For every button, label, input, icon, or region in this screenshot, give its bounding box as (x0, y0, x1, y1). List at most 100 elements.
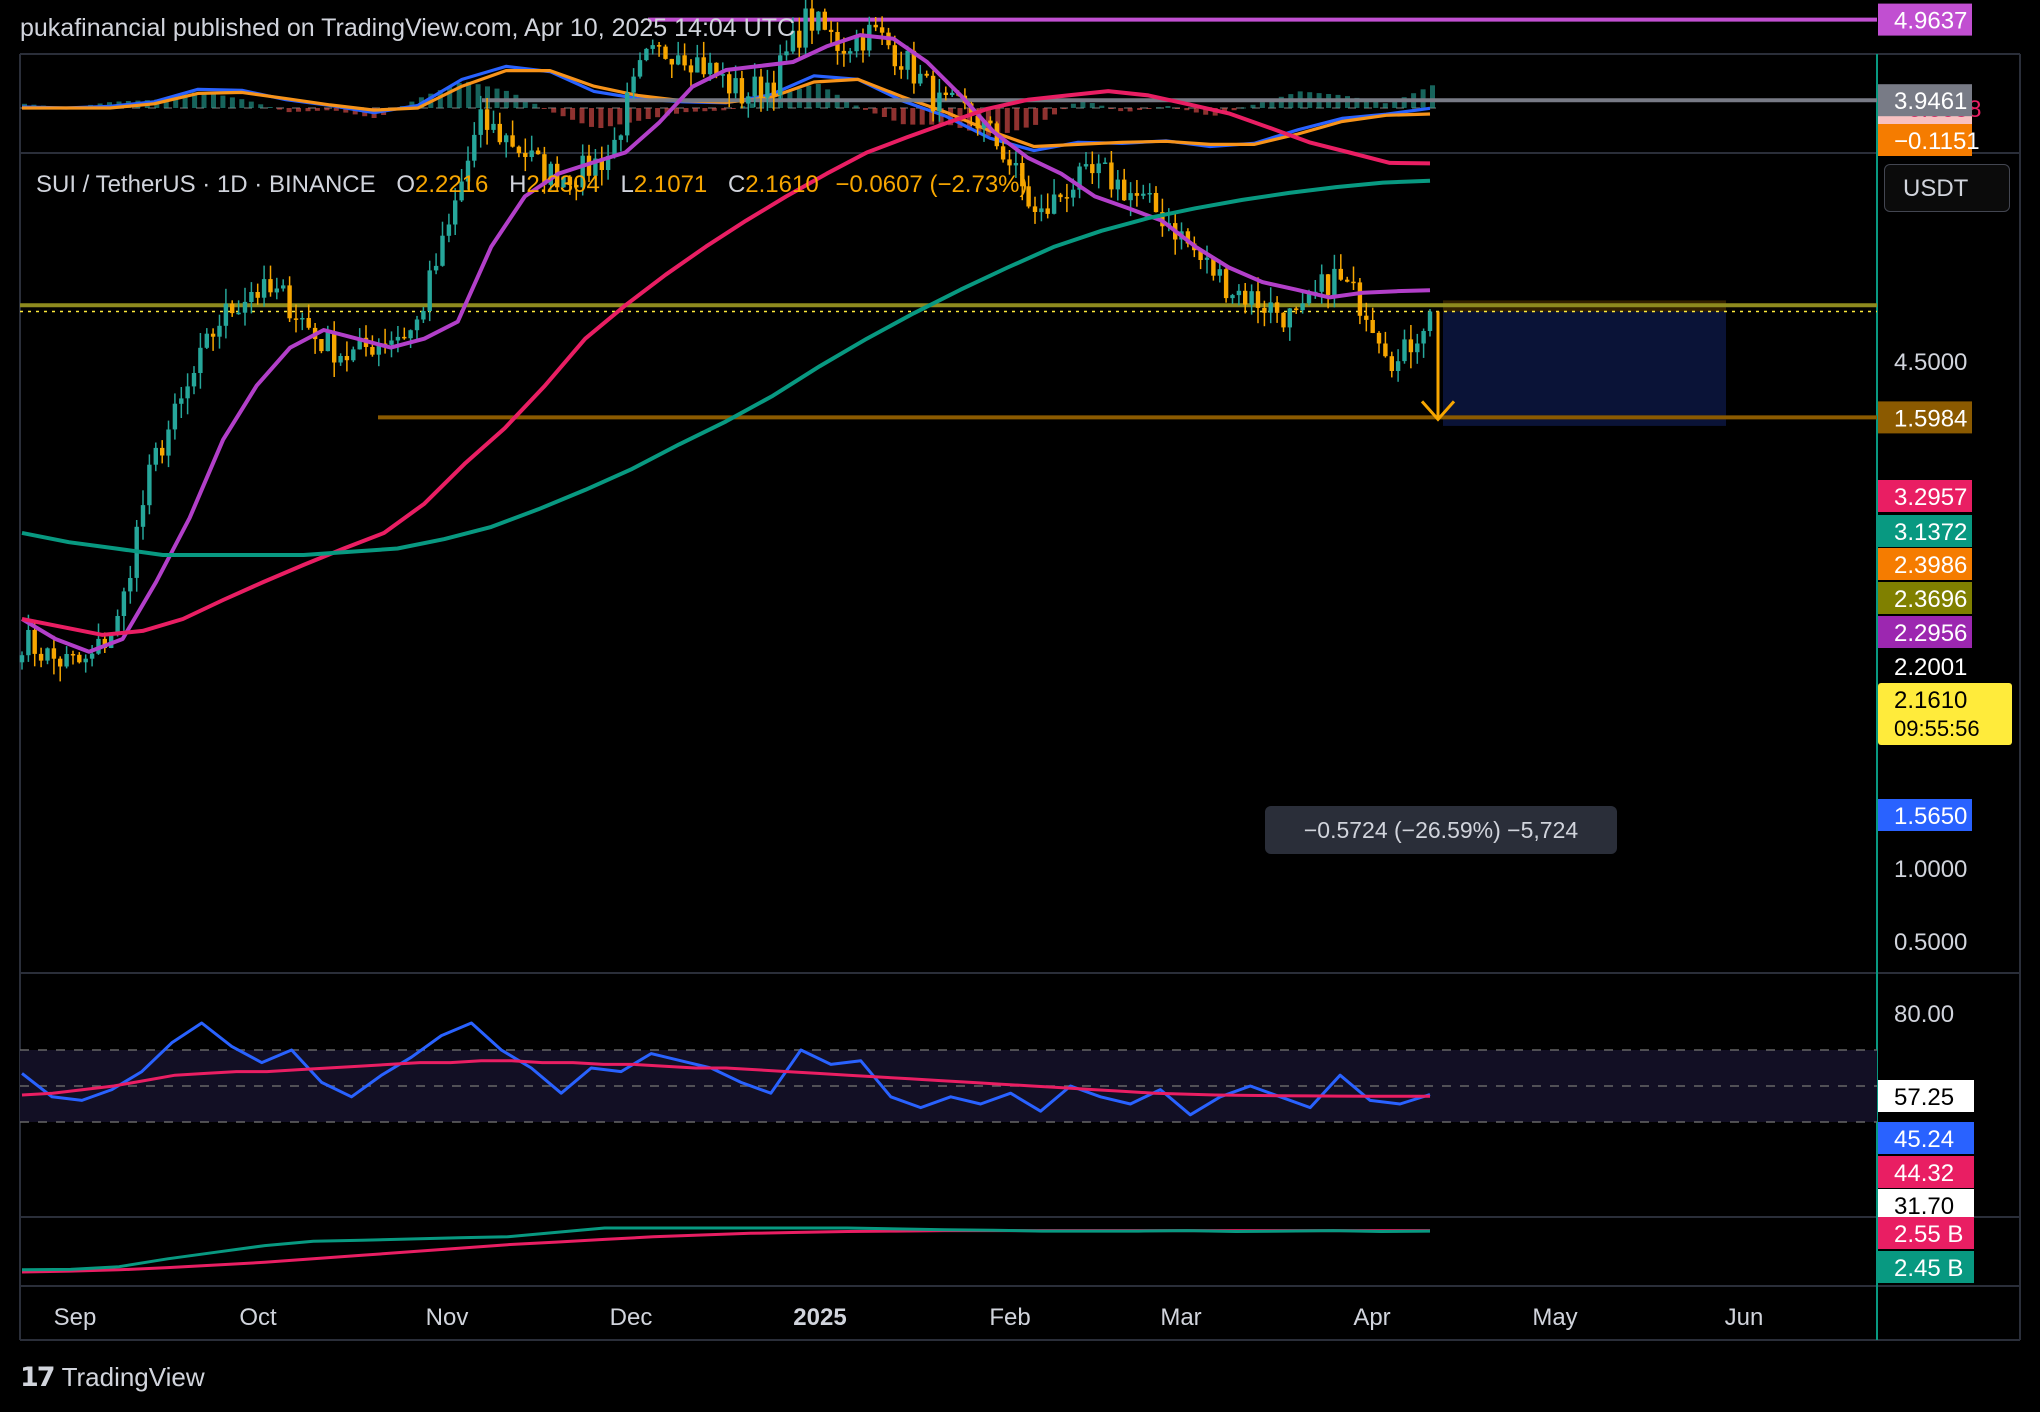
macd-histogram-bar (211, 93, 216, 108)
macd-histogram-bar (324, 108, 330, 111)
macd-histogram-bar (1231, 108, 1237, 111)
tradingview-logo[interactable]: 𝟭𝟳 TradingView (20, 1362, 205, 1393)
macd-histogram-bar (1354, 97, 1360, 108)
candle-body (1198, 250, 1203, 260)
level-label-1.5984: 1.5984 (1894, 405, 1967, 432)
macd-histogram-bar (286, 108, 292, 113)
macd-histogram-bar (1382, 103, 1388, 108)
rsi-label-57.25-bg (1878, 1080, 1974, 1112)
candle-body (860, 36, 866, 51)
candle-body (1115, 179, 1120, 190)
macd-histogram-bar (258, 104, 264, 108)
macd-histogram-bar (1146, 108, 1152, 109)
rsi-panel[interactable] (20, 1021, 1877, 1123)
candle-body (631, 76, 636, 93)
candle-body (1153, 193, 1159, 213)
candle-body (338, 356, 343, 363)
candle-body (300, 318, 305, 320)
candle-body (83, 658, 88, 663)
macd-histogram-bar (570, 108, 576, 120)
candle-body (1389, 356, 1394, 371)
volume-label-1: 2.45 B (1894, 1255, 1963, 1282)
candle-body (1325, 274, 1331, 296)
candle-body (1281, 312, 1286, 328)
candle-body (542, 154, 547, 185)
ma-mid-line (21, 89, 1431, 637)
macd-histogram-bar (655, 108, 661, 118)
candle-body (268, 279, 273, 293)
macd-histogram-bar (437, 90, 443, 108)
price-label-1.5650-bg (1878, 799, 1972, 831)
macd-histogram-bar (692, 108, 698, 112)
candle-body (287, 285, 292, 319)
macd-histogram-bar (466, 81, 472, 108)
candle-body (446, 224, 452, 236)
macd-histogram-bar (749, 103, 755, 108)
macd-histogram-bar (1165, 106, 1171, 108)
macd-signal-line (22, 68, 1431, 149)
symbol-name[interactable]: SUI / TetherUS · 1D · BINANCE (36, 171, 376, 198)
candle-body (491, 123, 496, 130)
candle-body (765, 82, 770, 98)
candle-body (727, 74, 732, 94)
candle-body (937, 92, 942, 112)
candle-body (140, 505, 146, 527)
currency-button[interactable]: USDT (1884, 164, 2010, 212)
candle-body (230, 303, 235, 314)
macd-histogram-bar (1127, 108, 1133, 112)
candle-body (1128, 193, 1133, 201)
macd-histogram-bar (1156, 107, 1161, 109)
ma-fast-line (20, 33, 1431, 654)
macd-histogram-bar (163, 97, 169, 108)
macd-histogram-bar (296, 108, 301, 112)
macd-histogram-bar (333, 108, 339, 111)
macd-histogram-bar (1118, 108, 1124, 112)
candle-body (1045, 208, 1050, 214)
macd-histogram-bar (702, 108, 708, 112)
macd-histogram-bar (173, 96, 179, 108)
candle-body (1032, 206, 1038, 212)
candle-body (637, 60, 643, 77)
candle-body (848, 51, 853, 54)
macd-histogram-bar (1193, 108, 1199, 113)
candle-body (64, 654, 69, 667)
macd-histogram-bar (910, 108, 916, 125)
price-scale[interactable]: −0.0058−0.11514.50001.00000.50004.96373.… (1878, 3, 2012, 1283)
candle-body (758, 76, 764, 98)
candle-body (70, 654, 76, 656)
macd-histogram-bar (1259, 102, 1265, 108)
candle-body (414, 319, 420, 331)
rsi-ma-line (21, 1059, 1431, 1098)
open-label: O (396, 171, 415, 198)
macd-histogram-bar (900, 108, 906, 125)
macd-histogram-bar (1004, 108, 1010, 133)
macd-histogram-bar (1070, 103, 1076, 108)
candle-body (605, 155, 611, 170)
rsi-label-45.24-bg (1878, 1122, 1974, 1154)
price-panel[interactable]: −0.5724 (−26.59%) −5,724 (19, 0, 1877, 854)
macd-histogram-bar (579, 108, 585, 124)
candle-body (1376, 332, 1382, 344)
price-tick-label: 4.5000 (1894, 349, 1967, 376)
candle-body (1217, 269, 1222, 276)
candle-body (153, 447, 158, 465)
candle-body (1122, 179, 1127, 201)
candle-body (1262, 307, 1267, 313)
candle-body (160, 447, 165, 456)
candle-body (1345, 279, 1350, 282)
brand-name: TradingView (61, 1362, 205, 1392)
candle-body (988, 120, 993, 124)
candle-body (873, 24, 878, 28)
candle-body (1230, 295, 1235, 299)
time-axis[interactable]: Sep Oct Nov Dec 2025 Feb Mar Apr May Jun (54, 1304, 1764, 1331)
macd-histogram-bar (1363, 99, 1369, 108)
low-value: 2.1071 (633, 171, 708, 198)
volume-panel[interactable] (21, 1226, 1431, 1274)
candle-body (274, 288, 279, 293)
candle-body (58, 658, 63, 667)
volume-label-1-bg (1878, 1251, 1974, 1283)
candle-body (1338, 268, 1343, 280)
candle-body (453, 200, 458, 225)
x-tick-label: 2025 (793, 1304, 846, 1331)
